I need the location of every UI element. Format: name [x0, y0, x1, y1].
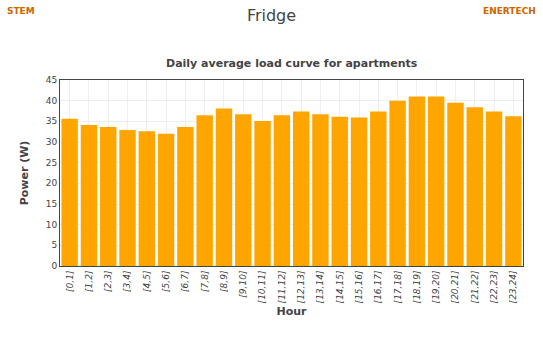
svg-text:[2,3]: [2,3] [103, 270, 113, 292]
svg-text:[3,4]: [3,4] [122, 270, 132, 292]
svg-text:[5,6]: [5,6] [161, 270, 171, 292]
svg-text:[16,17]: [16,17] [373, 270, 383, 303]
svg-text:0: 0 [51, 261, 57, 271]
svg-text:45: 45 [46, 75, 57, 85]
svg-text:[17,18]: [17,18] [393, 270, 403, 303]
svg-text:40: 40 [46, 96, 58, 106]
svg-text:5: 5 [51, 240, 57, 250]
svg-text:20: 20 [46, 178, 58, 188]
svg-text:[15,16]: [15,16] [354, 270, 364, 303]
svg-text:[21,22]: [21,22] [470, 270, 480, 303]
svg-text:35: 35 [46, 116, 57, 126]
svg-text:[6,7]: [6,7] [180, 270, 190, 292]
svg-text:ENERTECH: ENERTECH [483, 6, 536, 16]
svg-text:[9,10]: [9,10] [238, 270, 248, 298]
svg-text:10: 10 [46, 220, 58, 230]
svg-text:Power (W): Power (W) [18, 141, 31, 206]
svg-text:[20,21]: [20,21] [450, 270, 460, 303]
svg-text:[0,1]: [0,1] [65, 270, 75, 292]
svg-text:[19,20]: [19,20] [431, 270, 441, 303]
svg-text:25: 25 [46, 158, 57, 168]
svg-text:STEM: STEM [7, 6, 35, 16]
svg-text:[10,11]: [10,11] [257, 270, 267, 303]
svg-text:Daily average load curve for a: Daily average load curve for apartments [166, 57, 418, 70]
svg-text:[4,5]: [4,5] [142, 270, 152, 292]
svg-text:15: 15 [46, 199, 57, 209]
svg-text:Hour: Hour [276, 305, 307, 318]
svg-text:Fridge: Fridge [247, 6, 296, 25]
svg-text:[14,15]: [14,15] [335, 270, 345, 303]
svg-text:[11,12]: [11,12] [277, 270, 287, 303]
svg-text:[7,8]: [7,8] [200, 270, 210, 292]
svg-text:[12,13]: [12,13] [296, 270, 306, 303]
svg-text:[1,2]: [1,2] [84, 270, 94, 292]
svg-text:30: 30 [46, 137, 58, 147]
svg-text:[22,23]: [22,23] [489, 270, 499, 303]
svg-text:[13,14]: [13,14] [315, 270, 325, 303]
svg-text:[8,9]: [8,9] [219, 270, 229, 292]
svg-text:[18,19]: [18,19] [412, 270, 422, 303]
svg-text:[23,24]: [23,24] [508, 270, 518, 303]
